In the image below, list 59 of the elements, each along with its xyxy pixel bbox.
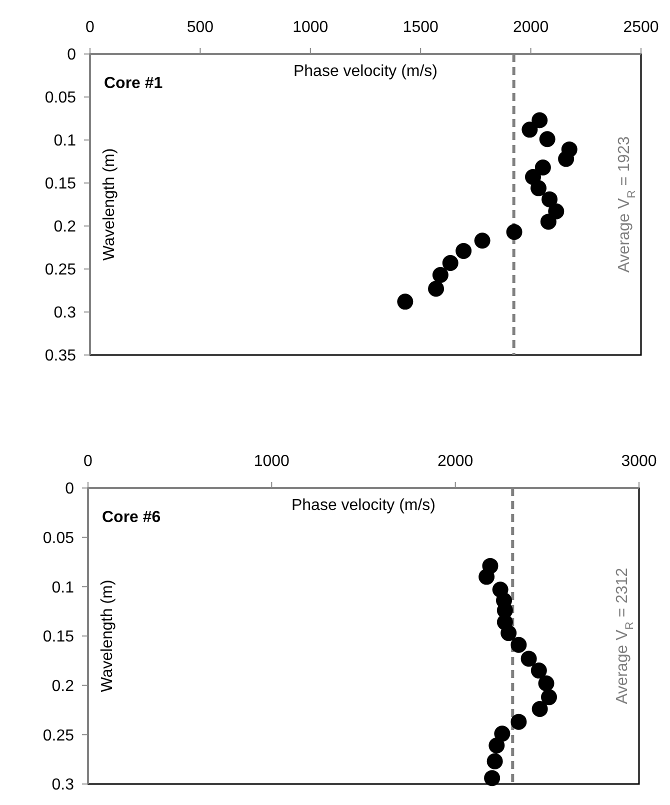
point [510,714,527,730]
x-tick-label: 1500 [402,19,438,36]
y-tick-label: 0.3 [52,776,74,794]
point [532,112,548,128]
x-tick-label: 2000 [513,19,549,36]
point [532,701,548,718]
y-tick-label: 0.1 [54,132,76,150]
y-tick-label: 0.25 [42,727,74,744]
y-tick-label: 0.3 [54,304,76,322]
x-tick-label: 0 [86,19,95,36]
point [432,267,448,284]
point [534,160,551,176]
x-tick-label: 1000 [254,453,290,470]
point [428,280,444,297]
x-tick-label: 500 [186,19,214,36]
point [500,625,517,642]
y-tick-label: 0.1 [52,579,74,596]
y-tick-label: 0.35 [44,348,76,365]
x-tick-label: 2500 [623,19,659,36]
x-axis-title: Phase velocity (m/s) [293,63,438,80]
y-axis-title: Wavelength (m) [101,148,118,261]
point [474,232,490,249]
point [506,224,522,240]
point [520,650,537,667]
point [541,689,558,706]
point [542,191,558,208]
y-tick-label: 0.15 [44,176,76,193]
point [522,122,538,138]
x-tick-label: 0 [84,453,93,470]
x-axis-title: Phase velocity (m/s) [291,497,436,514]
y-tick-label: 0 [67,46,76,64]
annotation: Core #6 [102,509,161,526]
point [530,662,547,679]
y-tick-label: 0 [65,480,74,498]
y-axis-title: Wavelength (m) [99,580,116,692]
y-tick-label: 0.25 [44,262,76,279]
x-tick-label: 2000 [438,453,474,470]
point [530,180,547,196]
point [478,568,495,585]
point [486,753,503,770]
y-tick-label: 0.2 [54,218,76,236]
y-tick-label: 0.05 [44,90,76,107]
point [539,131,556,148]
point [538,675,554,692]
y-tick-label: 0.15 [42,628,74,646]
x-tick-label: 3000 [621,453,657,470]
y-tick-label: 0.05 [42,530,74,547]
y-tick-label: 0.2 [52,678,74,695]
point [494,726,510,742]
point [484,770,500,786]
point [558,150,574,167]
point [397,294,414,310]
point [442,254,458,271]
annotation: Core #1 [104,75,163,92]
point [510,636,527,653]
point [456,242,472,259]
point [540,214,556,230]
point [488,738,505,754]
x-tick-label: 1000 [292,19,328,36]
